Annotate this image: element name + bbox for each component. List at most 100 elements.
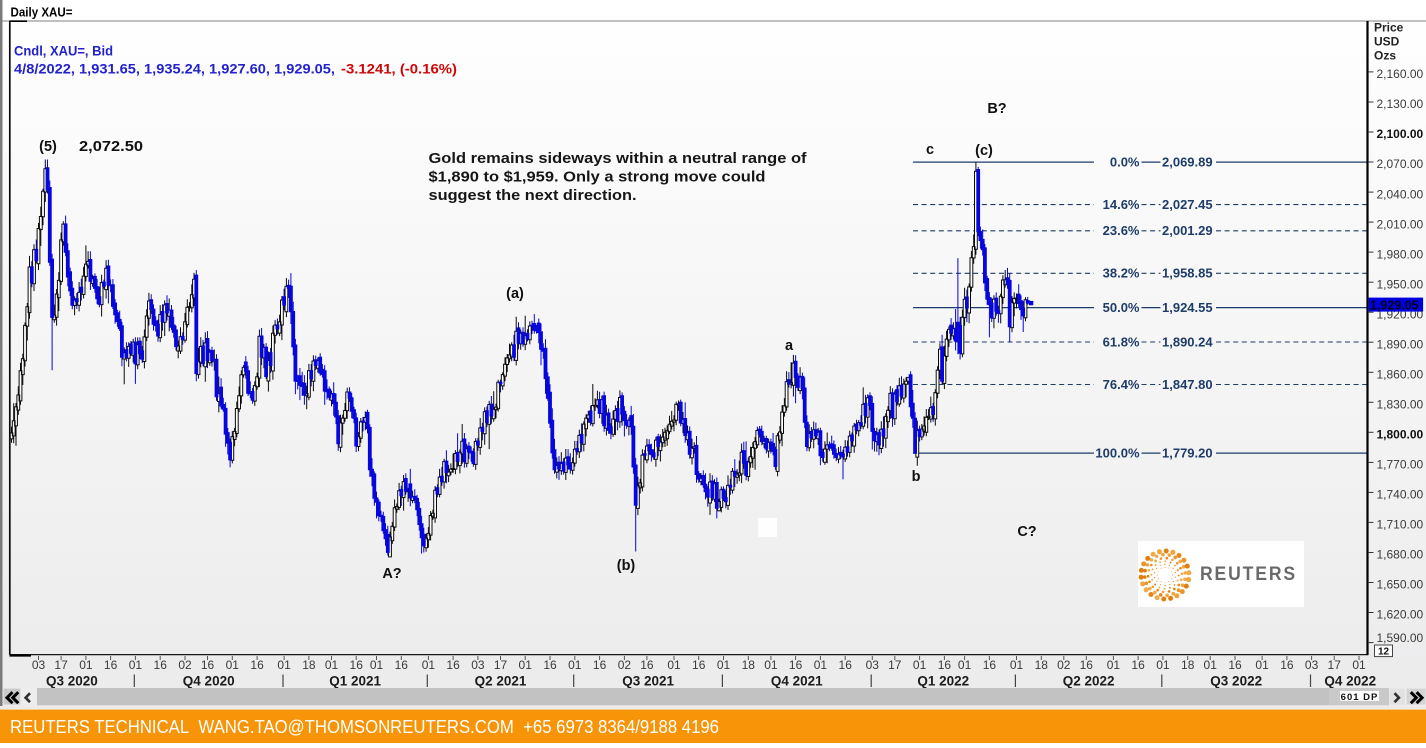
svg-text:01: 01 [814,658,828,672]
svg-text:Q2 2021: Q2 2021 [475,674,527,689]
svg-text:2,070.00: 2,070.00 [1377,157,1424,171]
svg-text:1,890.00: 1,890.00 [1377,337,1424,351]
svg-text:01: 01 [79,658,93,672]
svg-text:REUTERS TECHNICAL WANG.TAO@TH: REUTERS TECHNICAL WANG.TAO@THOMSONREUTER… [10,717,719,737]
svg-text:03: 03 [866,658,880,672]
svg-text:2,010.00: 2,010.00 [1377,217,1424,231]
svg-text:61.8%: 61.8% [1103,334,1140,349]
svg-text:REUTERS: REUTERS [1200,564,1297,585]
svg-text:01: 01 [913,658,927,672]
svg-text:Q3 2020: Q3 2020 [46,674,98,689]
svg-text:16: 16 [543,658,557,672]
svg-text:601 DP: 601 DP [1341,692,1379,703]
svg-text:03: 03 [32,658,46,672]
svg-text:01: 01 [568,658,582,672]
svg-text:Ozs: Ozs [1374,49,1396,63]
svg-text:01: 01 [325,658,339,672]
svg-text:16: 16 [1131,658,1145,672]
svg-text:01: 01 [1107,658,1121,672]
svg-text:1,860.00: 1,860.00 [1377,368,1424,382]
svg-text:16: 16 [250,658,264,672]
svg-text:2,160.00: 2,160.00 [1377,67,1424,81]
svg-text:1,740.00: 1,740.00 [1377,488,1424,502]
svg-text:17: 17 [888,658,902,672]
svg-text:1,950.00: 1,950.00 [1377,277,1424,291]
svg-text:18: 18 [302,658,316,672]
svg-text:16: 16 [154,658,168,672]
svg-text:03: 03 [471,658,485,672]
svg-text:0.0%: 0.0% [1110,155,1140,170]
svg-text:Q1 2021: Q1 2021 [329,674,381,689]
svg-text:1,680.00: 1,680.00 [1377,548,1424,562]
svg-text:01: 01 [519,658,533,672]
svg-text:1,779.20: 1,779.20 [1162,446,1213,461]
svg-text:2,072.50: 2,072.50 [79,139,143,155]
svg-text:03: 03 [1305,658,1319,672]
svg-text:16: 16 [201,658,215,672]
svg-text:02: 02 [178,658,192,672]
svg-text:Cndl, XAU=, Bid: Cndl, XAU=, Bid [14,44,113,59]
svg-text:2,130.00: 2,130.00 [1377,97,1424,111]
svg-text:50.0%: 50.0% [1103,300,1140,315]
svg-text:01: 01 [1352,658,1366,672]
svg-text:02: 02 [618,658,632,672]
svg-text:100.0%: 100.0% [1095,446,1140,461]
svg-text:1,958.85: 1,958.85 [1162,266,1213,281]
svg-text:B?: B? [987,101,1006,117]
svg-text:2,100.00: 2,100.00 [1377,127,1424,141]
svg-text:02: 02 [1057,658,1071,672]
svg-text:01: 01 [958,658,972,672]
svg-text:18: 18 [742,658,756,672]
svg-text:USD: USD [1374,35,1400,49]
svg-text:76.4%: 76.4% [1103,377,1140,392]
svg-text:1,924.55: 1,924.55 [1162,300,1213,315]
svg-text:01: 01 [1204,658,1218,672]
svg-text:Gold remains sideways within a: Gold remains sideways within a neutral r… [429,151,807,167]
svg-text:C?: C? [1017,524,1036,540]
svg-text:$1,890 to $1,959. Only a stron: $1,890 to $1,959. Only a strong move cou… [429,170,766,186]
svg-text:18: 18 [1181,658,1195,672]
svg-text:16: 16 [350,658,364,672]
svg-text:2,027.45: 2,027.45 [1162,197,1213,212]
svg-text:2,040.00: 2,040.00 [1377,187,1424,201]
svg-text:1,650.00: 1,650.00 [1377,578,1424,592]
svg-text:16: 16 [640,658,654,672]
svg-text:12: 12 [1378,646,1390,657]
svg-text:01: 01 [1255,658,1269,672]
svg-text:1,890.24: 1,890.24 [1162,334,1213,349]
svg-text:01: 01 [422,658,436,672]
svg-text:01: 01 [667,658,681,672]
svg-text:01: 01 [1010,658,1024,672]
svg-text:b: b [912,469,921,485]
svg-text:01: 01 [1156,658,1170,672]
svg-text:1,800.00: 1,800.00 [1377,428,1424,442]
svg-text:16: 16 [938,658,952,672]
svg-text:1,590.00: 1,590.00 [1377,631,1424,645]
svg-text:38.2%: 38.2% [1103,266,1140,281]
svg-text:16: 16 [839,658,853,672]
svg-text:16: 16 [593,658,607,672]
svg-text:(b): (b) [617,558,636,574]
svg-text:A?: A? [382,566,401,582]
svg-text:18: 18 [1035,658,1049,672]
svg-text:Daily XAU=: Daily XAU= [11,5,73,20]
svg-text:17: 17 [1328,658,1342,672]
svg-text:suggest the next direction.: suggest the next direction. [429,188,637,204]
svg-text:01: 01 [717,658,731,672]
svg-text:16: 16 [789,658,803,672]
svg-text:Q4 2022: Q4 2022 [1324,674,1376,689]
svg-text:1,710.00: 1,710.00 [1377,518,1424,532]
svg-text:16: 16 [446,658,460,672]
svg-text:2,069.89: 2,069.89 [1162,155,1213,170]
svg-text:16: 16 [692,658,706,672]
svg-text:1,620.00: 1,620.00 [1377,608,1424,622]
svg-text:c: c [926,142,934,158]
svg-text:2,001.29: 2,001.29 [1162,223,1213,238]
svg-text:a: a [785,338,794,354]
svg-text:16: 16 [104,658,118,672]
svg-text:17: 17 [494,658,508,672]
svg-text:1,770.00: 1,770.00 [1377,458,1424,472]
svg-text:01: 01 [277,658,291,672]
svg-text:Q2 2022: Q2 2022 [1063,674,1115,689]
svg-text:1,847.80: 1,847.80 [1162,377,1213,392]
